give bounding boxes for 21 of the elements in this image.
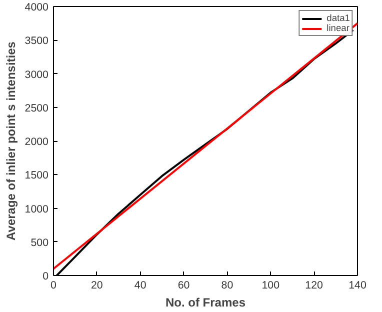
y-tick-label: 0 xyxy=(42,270,49,282)
x-tick-label: 120 xyxy=(305,280,324,292)
y-axis-title: Average of inlier point s intensities xyxy=(4,41,18,240)
y-tick-label: 500 xyxy=(30,236,49,249)
x-tick-label: 20 xyxy=(91,280,103,292)
legend-label: data1 xyxy=(326,13,350,23)
y-tick-label: 3500 xyxy=(24,35,49,48)
x-tick-label: 40 xyxy=(134,280,146,292)
y-tick-label: 3000 xyxy=(24,68,49,81)
x-tick-label: 100 xyxy=(262,280,280,292)
y-tick-label: 1500 xyxy=(24,170,49,182)
x-tick-label: 0 xyxy=(50,280,57,292)
x-tick-label: 60 xyxy=(178,280,190,292)
legend-label: linear xyxy=(326,23,350,33)
y-tick-label: 2500 xyxy=(24,102,49,114)
y-tick-label: 1000 xyxy=(24,203,49,216)
x-axis-title: No. of Frames xyxy=(165,296,246,310)
x-tick-label: 140 xyxy=(348,280,366,292)
y-tick-label: 4000 xyxy=(24,2,49,14)
y-tick-label: 2000 xyxy=(24,136,49,148)
x-tick-label: 80 xyxy=(221,280,234,292)
